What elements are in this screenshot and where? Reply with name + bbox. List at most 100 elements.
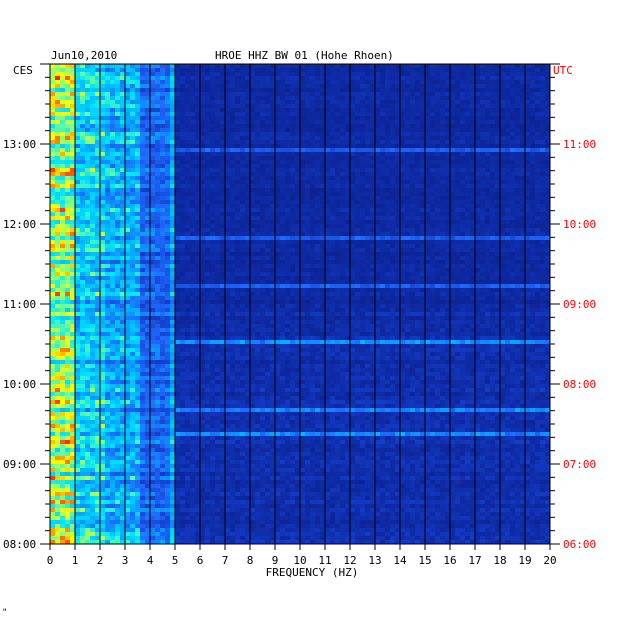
spectrogram-cell bbox=[220, 272, 226, 277]
spectrogram-cell bbox=[55, 372, 61, 377]
spectrogram-cell bbox=[120, 268, 126, 273]
spectrogram-cell bbox=[75, 532, 81, 537]
spectrogram-cell bbox=[70, 452, 76, 457]
spectrogram-cell bbox=[150, 452, 156, 457]
spectrogram-cell bbox=[85, 428, 91, 433]
spectrogram-cell bbox=[240, 536, 246, 541]
spectrogram-cell bbox=[105, 288, 111, 293]
spectrogram-cell bbox=[60, 356, 66, 361]
spectrogram-cell bbox=[120, 484, 126, 489]
spectrogram-cell bbox=[200, 216, 206, 221]
spectrogram-cell bbox=[175, 472, 181, 477]
spectrogram-cell bbox=[200, 388, 206, 393]
spectrogram-cell bbox=[145, 240, 151, 245]
spectrogram-cell bbox=[150, 484, 156, 489]
spectrogram-cell bbox=[75, 140, 81, 145]
spectrogram-cell bbox=[100, 540, 106, 545]
spectrogram-cell bbox=[80, 332, 86, 337]
spectrogram-cell bbox=[75, 96, 81, 101]
spectrogram-cell bbox=[185, 348, 191, 353]
spectrogram-cell bbox=[60, 436, 66, 441]
spectrogram-cell bbox=[100, 176, 106, 181]
spectrogram-cell bbox=[165, 320, 171, 325]
spectrogram-cell bbox=[115, 120, 121, 125]
spectrogram-cell bbox=[165, 388, 171, 393]
spectrogram-cell bbox=[85, 420, 91, 425]
spectrogram-cell bbox=[240, 200, 246, 205]
spectrogram-cell bbox=[165, 144, 171, 149]
spectrogram-cell bbox=[65, 116, 71, 121]
spectrogram-cell bbox=[50, 456, 56, 461]
spectrogram-cell bbox=[210, 148, 216, 153]
spectrogram-cell bbox=[175, 476, 181, 481]
spectrogram-cell bbox=[115, 228, 121, 233]
spectrogram-cell bbox=[175, 520, 181, 525]
spectrogram-cell bbox=[65, 360, 71, 365]
spectrogram-cell bbox=[165, 224, 171, 229]
spectrogram-cell bbox=[60, 428, 66, 433]
spectrogram-cell bbox=[230, 484, 236, 489]
spectrogram-cell bbox=[120, 200, 126, 205]
spectrogram-cell bbox=[145, 288, 151, 293]
spectrogram-cell bbox=[245, 512, 251, 517]
spectrogram-cell bbox=[255, 132, 261, 137]
spectrogram-cell bbox=[230, 520, 236, 525]
spectrogram-cell bbox=[255, 332, 261, 337]
spectrogram-cell bbox=[80, 444, 86, 449]
spectrogram-cell bbox=[110, 68, 116, 73]
spectrogram-cell bbox=[110, 140, 116, 145]
spectrogram-cell bbox=[150, 252, 156, 257]
spectrogram-cell bbox=[60, 100, 66, 105]
spectrogram-cell bbox=[110, 424, 116, 429]
spectrogram-cell bbox=[235, 300, 241, 305]
spectrogram-cell bbox=[140, 316, 146, 321]
spectrogram-cell bbox=[220, 344, 226, 349]
spectrogram-cell bbox=[135, 480, 141, 485]
spectrogram-cell bbox=[75, 232, 81, 237]
spectrogram-cell bbox=[155, 532, 161, 537]
spectrogram-cell bbox=[105, 480, 111, 485]
spectrogram-cell bbox=[95, 108, 101, 113]
spectrogram-cell bbox=[160, 64, 166, 69]
spectrogram-cell bbox=[120, 388, 126, 393]
spectrogram-cell bbox=[230, 412, 236, 417]
spectrogram-cell bbox=[140, 532, 146, 537]
spectrogram-cell bbox=[120, 348, 126, 353]
spectrogram-cell bbox=[210, 76, 216, 81]
spectrogram-cell bbox=[250, 388, 256, 393]
spectrogram-cell bbox=[215, 264, 221, 269]
spectrogram-cell bbox=[225, 88, 231, 93]
spectrogram-cell bbox=[165, 456, 171, 461]
spectrogram-cell bbox=[80, 408, 86, 413]
spectrogram-cell bbox=[195, 256, 201, 261]
spectrogram-cell bbox=[105, 212, 111, 217]
spectrogram-cell bbox=[170, 124, 176, 129]
spectrogram-cell bbox=[70, 136, 76, 141]
spectrogram-cell bbox=[165, 152, 171, 157]
spectrogram-cell bbox=[240, 156, 246, 161]
spectrogram-cell bbox=[90, 424, 96, 429]
spectrogram-cell bbox=[255, 100, 261, 105]
spectrogram-cell bbox=[140, 392, 146, 397]
spectrogram-cell bbox=[155, 380, 161, 385]
spectrogram-cell bbox=[135, 512, 141, 517]
spectrogram-cell bbox=[70, 456, 76, 461]
spectrogram-cell bbox=[225, 464, 231, 469]
spectrogram-cell bbox=[115, 508, 121, 513]
spectrogram-cell bbox=[80, 68, 86, 73]
spectrogram-cell bbox=[50, 312, 56, 317]
spectrogram-cell bbox=[195, 72, 201, 77]
spectrogram-cell bbox=[155, 196, 161, 201]
spectrogram-cell bbox=[95, 360, 101, 365]
spectrogram-cell bbox=[215, 76, 221, 81]
spectrogram-cell bbox=[55, 136, 61, 141]
spectrogram-cell bbox=[160, 452, 166, 457]
spectrogram-cell bbox=[235, 380, 241, 385]
spectrogram-cell bbox=[150, 444, 156, 449]
spectrogram-cell bbox=[205, 364, 211, 369]
spectrogram-cell bbox=[230, 180, 236, 185]
spectrogram-cell bbox=[245, 496, 251, 501]
spectrogram-cell bbox=[195, 200, 201, 205]
spectrogram-cell bbox=[150, 504, 156, 509]
spectrogram-cell bbox=[100, 464, 106, 469]
